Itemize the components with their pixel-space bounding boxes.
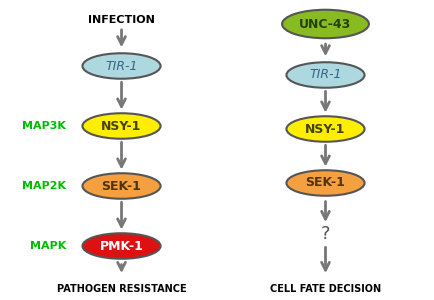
- Text: SEK-1: SEK-1: [102, 179, 141, 193]
- Text: MAP2K: MAP2K: [22, 181, 66, 191]
- Ellipse shape: [286, 170, 365, 196]
- Text: PATHOGEN RESISTANCE: PATHOGEN RESISTANCE: [57, 284, 186, 294]
- Ellipse shape: [286, 62, 365, 88]
- Ellipse shape: [82, 113, 161, 139]
- Ellipse shape: [286, 116, 365, 142]
- Text: NSY-1: NSY-1: [101, 119, 142, 133]
- Text: INFECTION: INFECTION: [88, 15, 155, 25]
- Text: MAP3K: MAP3K: [22, 121, 66, 131]
- Ellipse shape: [282, 10, 369, 38]
- Text: PMK-1: PMK-1: [99, 239, 144, 253]
- Text: TIR-1: TIR-1: [309, 68, 342, 82]
- Text: MAPK: MAPK: [30, 241, 67, 251]
- Text: CELL FATE DECISION: CELL FATE DECISION: [270, 284, 381, 294]
- Text: UNC-43: UNC-43: [299, 17, 352, 31]
- Text: ?: ?: [321, 225, 330, 243]
- Ellipse shape: [82, 173, 161, 199]
- Text: TIR-1: TIR-1: [105, 59, 138, 73]
- Text: SEK-1: SEK-1: [306, 176, 345, 190]
- Text: NSY-1: NSY-1: [305, 122, 346, 136]
- Ellipse shape: [82, 233, 161, 259]
- Ellipse shape: [82, 53, 161, 79]
